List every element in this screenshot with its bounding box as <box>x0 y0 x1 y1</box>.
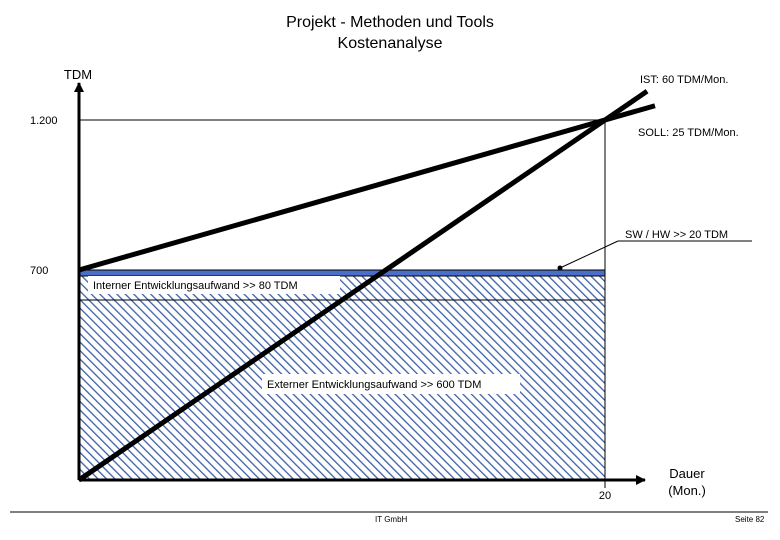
y-tick-label-1: 700 <box>30 265 48 277</box>
area-band-2 <box>78 269 606 277</box>
series-label-ist: IST: 60 TDM/Mon. <box>640 74 728 86</box>
footer-company: IT GmbH <box>375 515 408 524</box>
footer-page-number: Seite 82 <box>735 515 765 524</box>
x-tick-label-0: 20 <box>599 490 611 502</box>
page-title: Projekt - Methoden und Tools <box>286 14 494 31</box>
page-subtitle: Kostenanalyse <box>337 35 443 52</box>
sw-hw-leader-line <box>559 240 619 269</box>
area-label-internal: Interner Entwicklungsaufwand >> 80 TDM <box>93 280 298 292</box>
x-axis-title-line-1: (Mon.) <box>668 483 706 498</box>
series-line-0 <box>77 89 649 483</box>
y-tick-label-0: 1.200 <box>30 115 58 127</box>
series-label-soll: SOLL: 25 TDM/Mon. <box>638 127 739 139</box>
x-axis-title-line-0: Dauer <box>669 466 705 481</box>
label-bg-internal <box>88 276 340 294</box>
area-label-external: Externer Entwicklungsaufwand >> 600 TDM <box>267 379 481 391</box>
series-line-1 <box>78 103 656 273</box>
label-bg-external <box>262 374 520 394</box>
y-axis-title: TDM <box>64 67 92 82</box>
area-label-sw-hw: SW / HW >> 20 TDM <box>625 229 728 241</box>
sw-hw-leader-dot <box>557 265 563 271</box>
